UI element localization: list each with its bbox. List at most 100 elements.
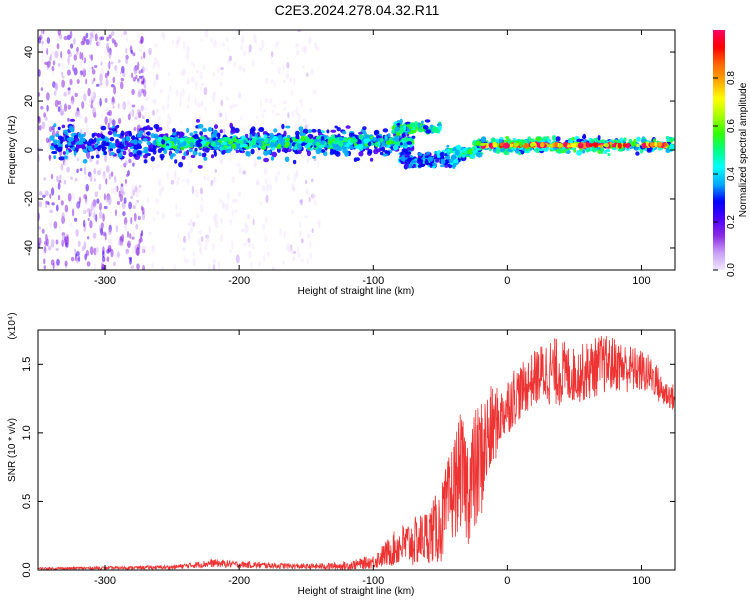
spectrogram-cell (415, 126, 419, 131)
spectrogram-cell (432, 162, 437, 166)
spectrogram-cell (85, 39, 90, 45)
spectrogram-cell (108, 228, 112, 236)
chart-title: C2E3.2024.278.04.32.R11 (275, 2, 440, 18)
spectrogram-cell (274, 141, 279, 145)
spectrogram-cell (203, 156, 208, 161)
spectrogram-cell (291, 209, 294, 214)
spectrogram-cell (446, 149, 451, 153)
spectrogram-cell (424, 155, 429, 159)
spectrogram-cell (89, 220, 93, 229)
spectrogram-cell (202, 65, 206, 70)
spectrogram-cell (250, 148, 255, 155)
spectrogram-cell (86, 124, 89, 133)
spectrogram-cell (467, 148, 473, 155)
spectrogram-cell (195, 140, 200, 147)
spectrogram-cell (108, 117, 113, 125)
spectrogram-cell (88, 36, 92, 46)
spectrogram-cell (307, 122, 310, 127)
spectrogram-cell (115, 68, 118, 76)
spectrogram-cell (394, 126, 400, 132)
spectrogram-cell (400, 156, 406, 162)
spectrogram-cell (128, 158, 132, 164)
spectrogram-cell (326, 129, 330, 134)
spectrogram-cell (409, 147, 414, 151)
spectrogram-cell (91, 80, 94, 85)
spectrogram-cell (138, 89, 143, 97)
y-tick-label: 20 (23, 95, 35, 107)
spectrogram-cell (77, 240, 81, 247)
spectrogram-cell (45, 116, 48, 121)
spectrogram-cell (259, 201, 263, 206)
spectrogram-cell (125, 57, 129, 65)
spectrogram-cell (38, 92, 41, 97)
spectrogram-cell (316, 160, 319, 167)
spectrogram-cell (131, 229, 136, 238)
spectrogram-cell (109, 148, 114, 152)
spectrogram-cell (135, 202, 138, 208)
spectrogram-cell (125, 160, 128, 166)
spectrogram-cell (46, 60, 51, 68)
spectrogram-cell (237, 93, 241, 99)
colorbar-tick-label: 0.2 (726, 215, 737, 229)
colorbar-label: Normalized spectral amplitude (738, 82, 749, 217)
spectrogram-cell (551, 135, 557, 141)
spectrogram-cell (48, 141, 51, 147)
spectrogram-cell (195, 80, 198, 90)
spectrogram-cell (113, 261, 116, 267)
spectrogram-cell (98, 183, 102, 191)
spectrogram-cell (223, 128, 226, 134)
spectrogram-cell (228, 55, 233, 62)
spectrogram-cell (152, 62, 156, 70)
spectrogram-cell (47, 245, 52, 251)
snr-multiplier: (x10⁴) (7, 312, 18, 339)
spectrogram-cell (44, 61, 48, 65)
spectrogram-cell (198, 152, 202, 157)
spectrogram-cell (554, 141, 558, 148)
spectrogram-cell (315, 141, 320, 147)
spectrogram-cell (298, 145, 302, 151)
spectrogram-cell (391, 129, 396, 134)
spectrogram-cell (128, 151, 134, 157)
spectrogram-cell (281, 64, 285, 71)
spectrogram-cell (243, 242, 248, 247)
spectrogram-cell (657, 141, 663, 147)
spectrogram-cell (214, 219, 219, 229)
spectrogram-cell (82, 159, 88, 164)
spectrogram-cell (58, 156, 65, 161)
spectrogram-cell (150, 156, 155, 162)
spectrogram-cell (271, 151, 278, 158)
spectrogram-cell (119, 194, 124, 202)
spectrogram-cell (263, 157, 269, 163)
spectrogram-cell (315, 46, 320, 51)
spectrogram-cell (74, 92, 78, 98)
spectrogram-cell (117, 59, 121, 63)
spectrogram-cell (49, 193, 52, 199)
spectrogram-cell (79, 168, 83, 172)
spectrogram-cell (242, 170, 246, 175)
spectrogram-cell (227, 47, 230, 52)
spectrogram-cell (108, 34, 112, 39)
spectrogram-cell (272, 104, 277, 108)
spectrogram-cell (127, 113, 131, 121)
spectrogram-cell (666, 138, 670, 142)
spectrogram-cell (519, 141, 523, 148)
spectrogram-cell (274, 174, 278, 183)
spectrogram-cell (90, 90, 95, 100)
spectrogram-cell (38, 201, 43, 208)
spectrogram-cell (185, 52, 190, 61)
spectrogram-cell (220, 99, 224, 107)
spectrogram-cell (38, 116, 41, 124)
spectrogram-cell (137, 139, 143, 144)
spectrogram-cell (208, 263, 211, 270)
spectrogram-cell (291, 152, 294, 162)
spectrogram-cell (99, 167, 103, 173)
spectrogram-cell (192, 251, 196, 256)
spectrogram-cell (139, 40, 143, 44)
spectrogram-cell (219, 217, 224, 225)
spectrogram-cell (85, 249, 89, 257)
spectrogram-cell (563, 141, 568, 148)
spectrogram-cell (150, 133, 155, 139)
spectrogram-cell (84, 200, 88, 205)
spectrogram-cell (105, 106, 110, 112)
x-tick-label: -300 (94, 575, 116, 587)
